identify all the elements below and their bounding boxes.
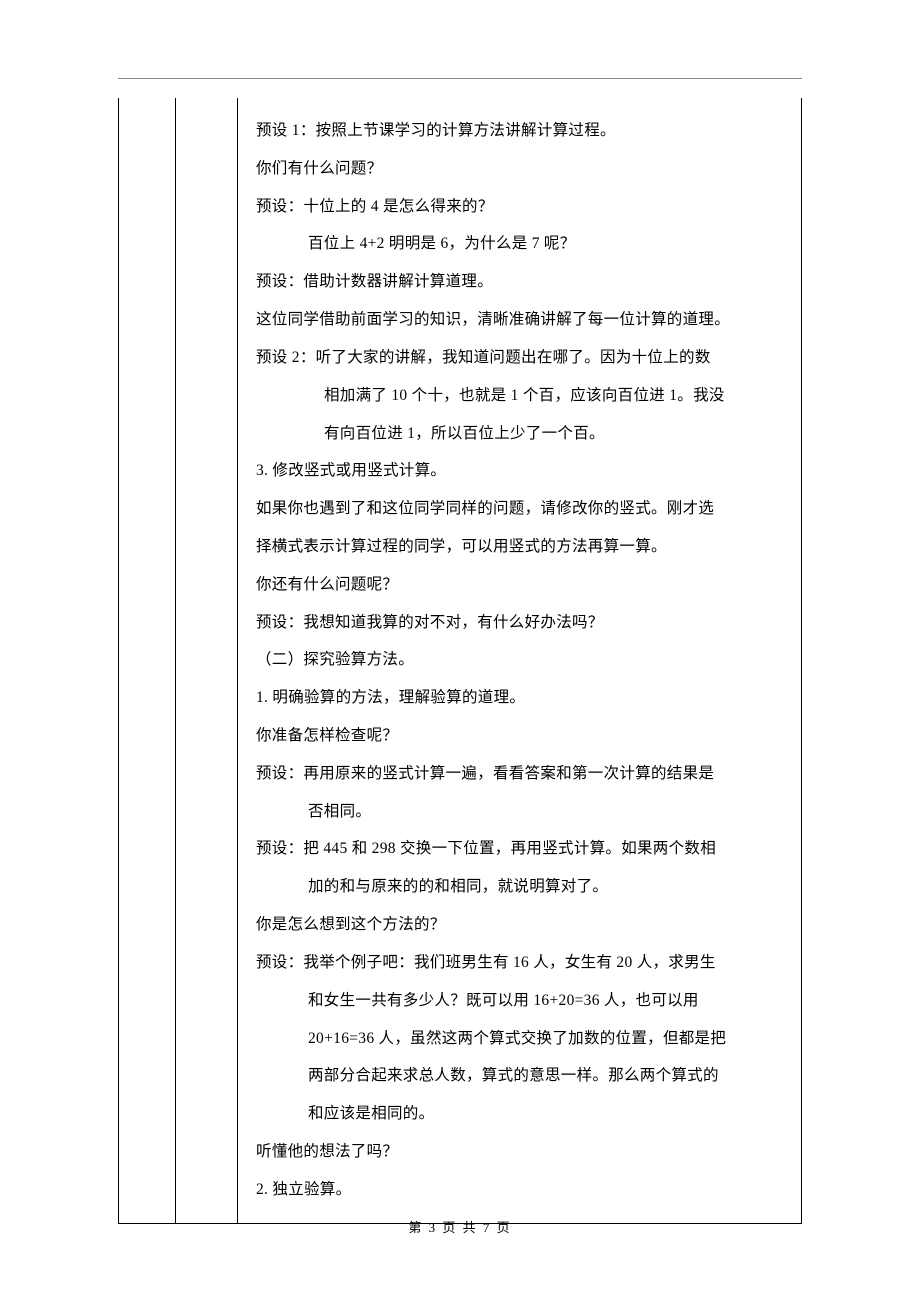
text-line: 预设：借助计数器讲解计算道理。	[256, 263, 787, 301]
text-line: 预设：把 445 和 298 交换一下位置，再用竖式计算。如果两个数相	[256, 830, 787, 868]
text-line: 你是怎么想到这个方法的？	[256, 906, 787, 944]
text-line: 3. 修改竖式或用竖式计算。	[256, 452, 787, 490]
text-line: 预设：我想知道我算的对不对，有什么好办法吗？	[256, 604, 787, 642]
text-line: 预设：再用原来的竖式计算一遍，看看答案和第一次计算的结果是	[256, 755, 787, 793]
text-line: 百位上 4+2 明明是 6，为什么是 7 呢？	[256, 225, 787, 263]
col-3-content: 预设 1：按照上节课学习的计算方法讲解计算过程。你们有什么问题？预设：十位上的 …	[238, 98, 801, 1223]
text-line: 2. 独立验算。	[256, 1171, 787, 1209]
table-row: 预设 1：按照上节课学习的计算方法讲解计算过程。你们有什么问题？预设：十位上的 …	[119, 98, 801, 1223]
page-footer: 第 3 页 共 7 页	[0, 1217, 920, 1236]
text-line: 择横式表示计算过程的同学，可以用竖式的方法再算一算。	[256, 528, 787, 566]
text-line: 20+16=36 人，虽然这两个算式交换了加数的位置，但都是把	[256, 1020, 787, 1058]
text-line: 和女生一共有多少人？既可以用 16+20=36 人，也可以用	[256, 982, 787, 1020]
text-line: 如果你也遇到了和这位同学同样的问题，请修改你的竖式。刚才选	[256, 490, 787, 528]
text-line: 和应该是相同的。	[256, 1095, 787, 1133]
text-line: 预设：十位上的 4 是怎么得来的？	[256, 188, 787, 226]
col-2	[176, 98, 238, 1223]
text-line: 预设 2：听了大家的讲解，我知道问题出在哪了。因为十位上的数	[256, 339, 787, 377]
text-line: 两部分合起来求总人数，算式的意思一样。那么两个算式的	[256, 1057, 787, 1095]
text-line: 听懂他的想法了吗？	[256, 1133, 787, 1171]
text-line: 有向百位进 1，所以百位上少了一个百。	[256, 415, 787, 453]
text-line: 加的和与原来的的和相同，就说明算对了。	[256, 868, 787, 906]
text-line: 你还有什么问题呢？	[256, 566, 787, 604]
text-line: 1. 明确验算的方法，理解验算的道理。	[256, 679, 787, 717]
text-line: 这位同学借助前面学习的知识，清晰准确讲解了每一位计算的道理。	[256, 301, 787, 339]
text-line: 你们有什么问题？	[256, 150, 787, 188]
text-line: 你准备怎样检查呢？	[256, 717, 787, 755]
col-1	[119, 98, 176, 1223]
text-line: （二）探究验算方法。	[256, 641, 787, 679]
page: 预设 1：按照上节课学习的计算方法讲解计算过程。你们有什么问题？预设：十位上的 …	[0, 0, 920, 1302]
header-rule	[118, 78, 802, 79]
content-table: 预设 1：按照上节课学习的计算方法讲解计算过程。你们有什么问题？预设：十位上的 …	[118, 98, 802, 1224]
text-line: 预设 1：按照上节课学习的计算方法讲解计算过程。	[256, 112, 787, 150]
text-line: 相加满了 10 个十，也就是 1 个百，应该向百位进 1。我没	[256, 377, 787, 415]
text-line: 否相同。	[256, 793, 787, 831]
text-line: 预设：我举个例子吧：我们班男生有 16 人，女生有 20 人，求男生	[256, 944, 787, 982]
